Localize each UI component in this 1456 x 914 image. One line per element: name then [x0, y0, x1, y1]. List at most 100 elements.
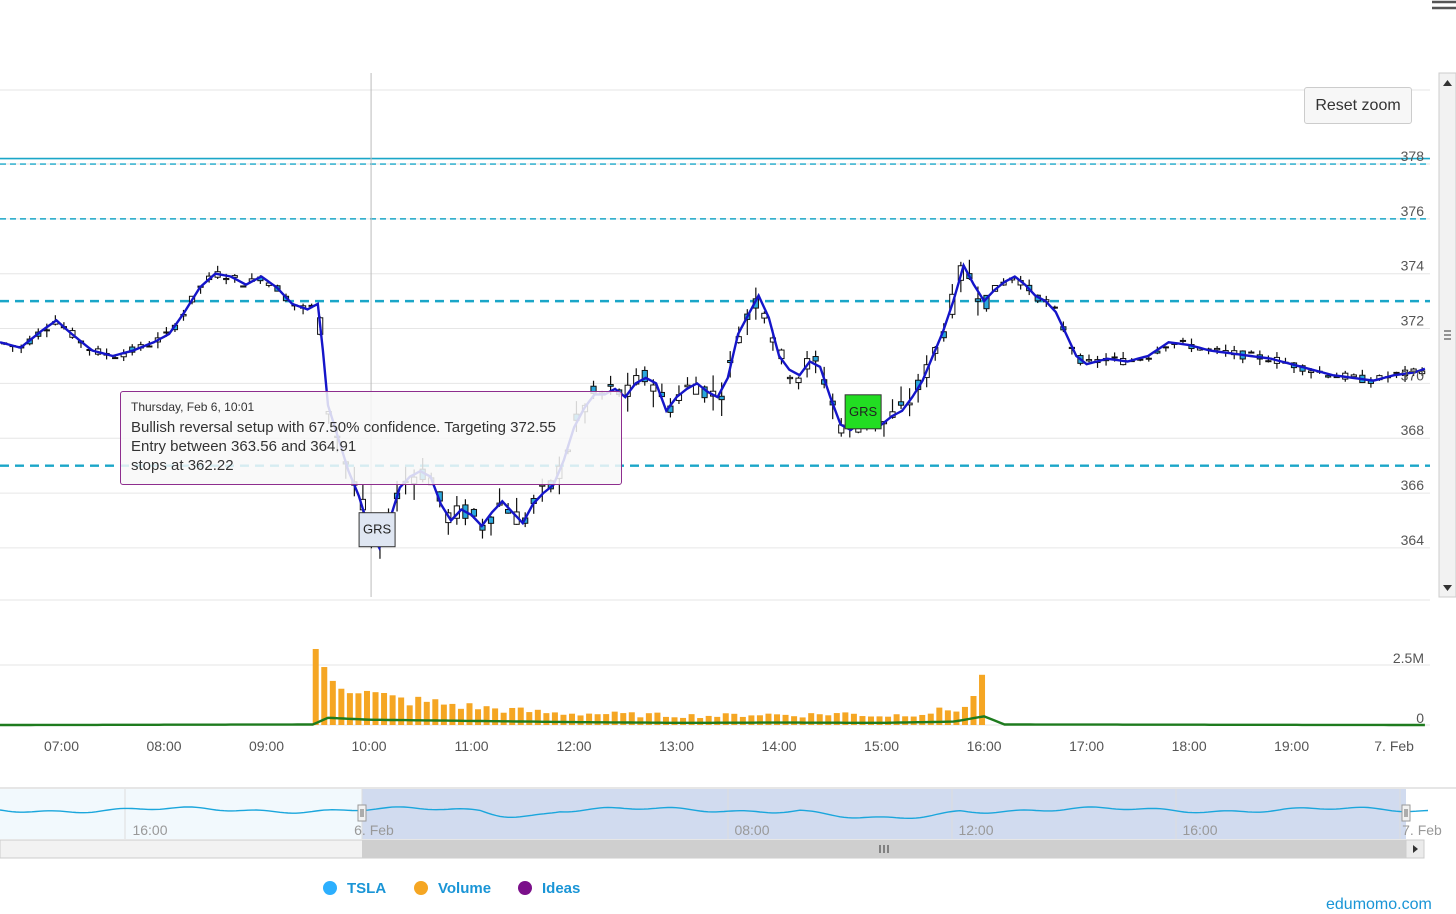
volume-bar[interactable] [492, 708, 499, 725]
volume-bar[interactable] [509, 707, 516, 725]
volume-bar[interactable] [748, 715, 755, 725]
reset-zoom-button[interactable]: Reset zoom [1304, 87, 1412, 124]
volume-bar[interactable] [483, 706, 490, 725]
volume-bar[interactable] [979, 674, 986, 725]
volume-bar[interactable] [321, 667, 328, 725]
candle[interactable] [641, 366, 648, 386]
volume-bar[interactable] [628, 712, 635, 725]
volume-bar[interactable] [654, 712, 661, 725]
candle[interactable] [1214, 346, 1221, 355]
legend-item-volume[interactable]: Volume [414, 878, 491, 898]
credits-link[interactable]: edumomo.com [1326, 896, 1432, 913]
candle[interactable] [1120, 351, 1127, 366]
candle[interactable] [1162, 346, 1169, 352]
navigator-handle[interactable] [357, 804, 367, 822]
volume-bar[interactable] [953, 711, 960, 725]
candle[interactable] [1085, 354, 1093, 363]
volume-bar[interactable] [731, 713, 738, 725]
candle[interactable] [1367, 377, 1374, 388]
volume-bar[interactable] [688, 714, 695, 725]
volume-bar[interactable] [551, 712, 558, 725]
volume-bar[interactable] [637, 717, 644, 725]
volume-bar[interactable] [406, 705, 413, 725]
chevron-right-icon[interactable] [1413, 845, 1418, 853]
volume-bar[interactable] [466, 703, 473, 725]
volume-bar[interactable] [944, 710, 951, 725]
volume-bar[interactable] [885, 716, 892, 725]
scroll-up-icon[interactable] [1443, 80, 1452, 86]
volume-bar[interactable] [620, 713, 627, 725]
volume-bar[interactable] [534, 709, 541, 725]
volume-bar[interactable] [961, 706, 968, 725]
volume-bar[interactable] [876, 716, 883, 725]
volume-bar[interactable] [697, 718, 704, 725]
volume-bar[interactable] [457, 708, 464, 725]
volume-bar[interactable] [586, 713, 593, 725]
candle[interactable] [650, 379, 657, 408]
candle[interactable] [1248, 350, 1255, 354]
volume-bar[interactable] [449, 703, 456, 725]
volume-bar[interactable] [842, 712, 849, 725]
volume-bar[interactable] [756, 715, 763, 725]
volume-bar[interactable] [705, 715, 712, 725]
candle[interactable] [1359, 369, 1366, 384]
candle[interactable] [513, 497, 520, 525]
ideas-series[interactable]: GRS GRS [358, 394, 882, 548]
volume-bar[interactable] [381, 692, 388, 725]
volume-bar[interactable] [440, 704, 447, 725]
volume-bar[interactable] [372, 692, 379, 725]
volume-bar[interactable] [423, 701, 430, 725]
volume-bar[interactable] [603, 714, 610, 725]
vertical-scrollbar[interactable] [1438, 72, 1456, 598]
volume-bar[interactable] [680, 717, 687, 725]
volume-bar[interactable] [611, 711, 618, 725]
volume-bar[interactable] [432, 699, 439, 725]
volume-bar[interactable] [825, 715, 832, 725]
volume-bar[interactable] [722, 713, 729, 725]
volume-bar[interactable] [833, 713, 840, 725]
volume-bar[interactable] [902, 716, 909, 725]
volume-bar[interactable] [799, 717, 806, 725]
legend-item-ideas[interactable]: Ideas [518, 878, 580, 898]
legend-item-tsla[interactable]: TSLA [323, 878, 386, 898]
candle[interactable] [1239, 350, 1246, 364]
volume-bar[interactable] [927, 713, 934, 725]
candle[interactable] [487, 516, 495, 536]
volume-bar[interactable] [338, 688, 345, 725]
candle[interactable] [240, 285, 247, 288]
navigator-selected-range[interactable] [362, 789, 1406, 839]
idea-marker[interactable]: GRS [358, 512, 396, 548]
volume-bar[interactable] [355, 693, 362, 725]
volume-bar[interactable] [560, 714, 567, 725]
volume-bar[interactable] [662, 716, 669, 725]
volume-bar[interactable] [867, 716, 874, 725]
volume-bar[interactable] [312, 648, 319, 725]
scroll-down-icon[interactable] [1443, 585, 1452, 591]
volume-bar[interactable] [517, 707, 524, 725]
volume-bar[interactable] [475, 709, 482, 725]
volume-bar[interactable] [389, 695, 396, 725]
volume-bar[interactable] [893, 714, 900, 725]
volume-bar[interactable] [808, 713, 815, 725]
volume-bar[interactable] [970, 696, 977, 725]
candle[interactable] [1145, 356, 1152, 362]
volume-bar[interactable] [671, 717, 678, 725]
volume-bar[interactable] [398, 697, 405, 725]
candle[interactable] [453, 496, 460, 525]
candle[interactable] [1222, 344, 1229, 357]
volume-series[interactable] [312, 648, 986, 725]
candle[interactable] [1325, 374, 1332, 379]
volume-bar[interactable] [594, 714, 601, 725]
volume-bar[interactable] [850, 713, 857, 725]
navigator[interactable]: 16:00 6. Feb 08:00 12:00 16:00 7. Feb [0, 787, 1456, 859]
idea-marker[interactable]: GRS [844, 394, 882, 430]
volume-bar[interactable] [816, 714, 823, 725]
volume-bar[interactable] [500, 712, 507, 725]
navigator-handle[interactable] [1401, 804, 1411, 822]
volume-bar[interactable] [346, 693, 353, 725]
volume-bar[interactable] [577, 715, 584, 725]
volume-bar[interactable] [363, 690, 370, 725]
candle[interactable] [786, 374, 794, 385]
volume-bar[interactable] [765, 713, 772, 725]
